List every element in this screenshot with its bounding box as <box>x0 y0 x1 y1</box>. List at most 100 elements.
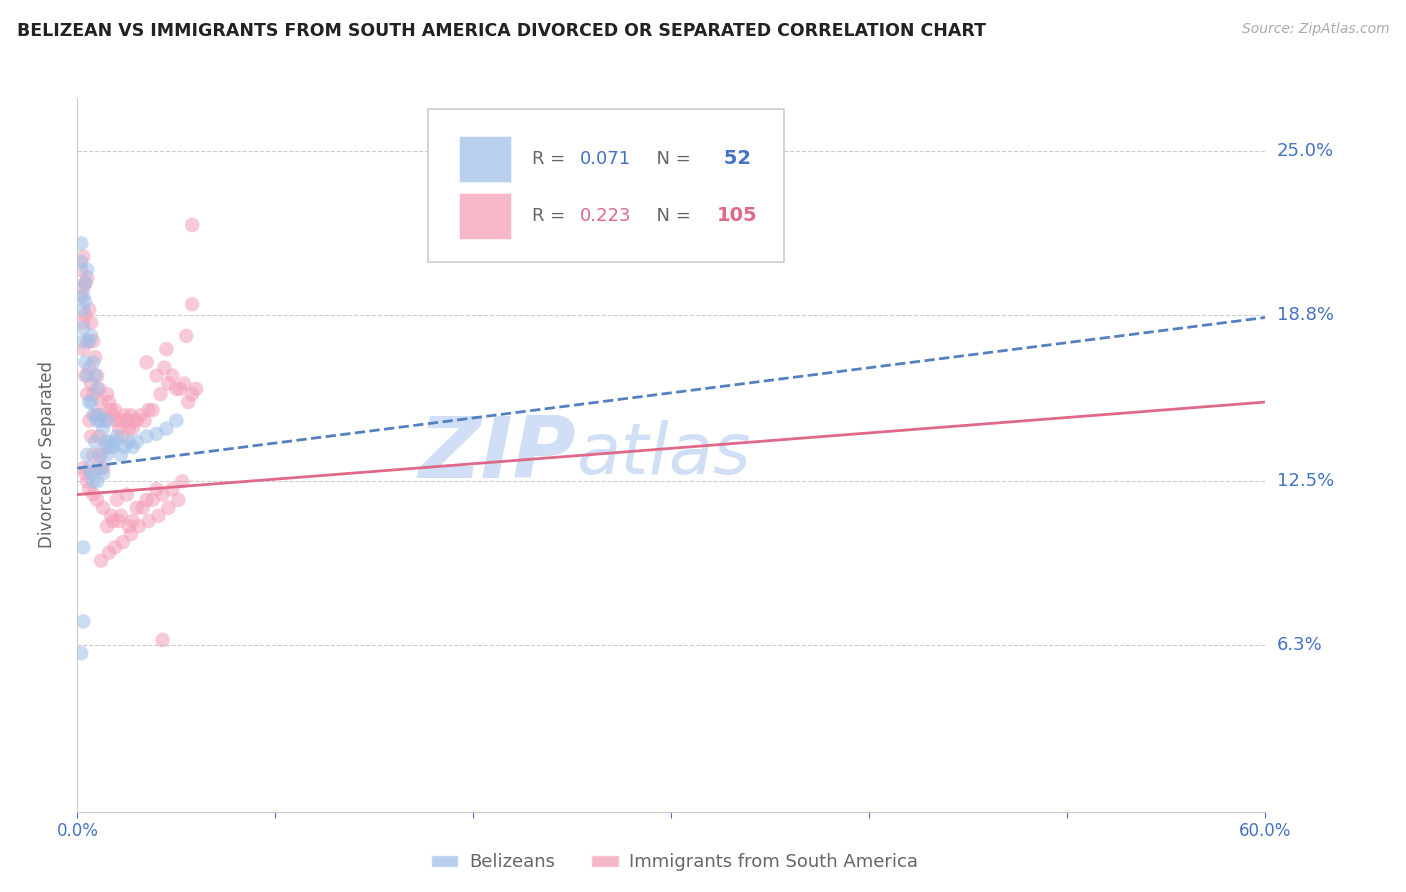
Point <box>98 395 121 409</box>
Text: R =: R = <box>533 150 571 168</box>
Point <box>101 409 124 423</box>
Point <box>72 461 94 475</box>
Point <box>100 403 122 417</box>
Point <box>181 387 204 401</box>
Point <box>86 461 108 475</box>
Point <box>84 409 107 423</box>
Point <box>155 421 177 435</box>
Point <box>82 355 104 369</box>
Point <box>125 413 148 427</box>
Point <box>105 429 128 443</box>
Point <box>86 413 108 427</box>
Point <box>142 492 165 507</box>
Point <box>86 475 108 489</box>
Text: ZIP: ZIP <box>419 413 576 497</box>
Point <box>157 376 180 391</box>
Point <box>72 250 94 264</box>
FancyBboxPatch shape <box>458 136 510 182</box>
Text: 52: 52 <box>717 149 751 169</box>
Point <box>91 409 114 423</box>
Point <box>135 355 157 369</box>
Text: N =: N = <box>645 150 697 168</box>
Point <box>82 409 104 423</box>
Point <box>72 334 94 349</box>
Point <box>76 263 98 277</box>
Point <box>96 387 118 401</box>
Point <box>80 376 103 391</box>
Point <box>80 329 103 343</box>
Point <box>172 475 194 489</box>
Point <box>149 387 172 401</box>
Text: R =: R = <box>533 207 571 225</box>
Point <box>77 395 100 409</box>
Point <box>75 467 97 481</box>
Point <box>162 368 184 383</box>
Point <box>134 413 156 427</box>
Point <box>72 615 94 629</box>
Point <box>111 535 134 549</box>
Point <box>80 467 103 481</box>
Point <box>86 409 108 423</box>
Point <box>77 302 100 317</box>
Point <box>135 492 157 507</box>
Point <box>72 281 94 295</box>
Point <box>72 321 94 335</box>
Point <box>105 492 128 507</box>
Point <box>76 368 98 383</box>
Point <box>72 289 94 303</box>
Point <box>96 413 118 427</box>
Point <box>76 334 98 349</box>
Point <box>84 368 107 383</box>
Point <box>91 421 114 435</box>
Point <box>125 434 148 449</box>
Point <box>70 289 93 303</box>
Text: 25.0%: 25.0% <box>1277 142 1334 160</box>
Point <box>87 382 110 396</box>
Point <box>124 413 146 427</box>
Text: 18.8%: 18.8% <box>1277 306 1333 324</box>
Point <box>128 519 150 533</box>
Point <box>181 218 204 232</box>
Point <box>77 483 100 497</box>
Point <box>177 395 200 409</box>
Point <box>72 302 94 317</box>
Point <box>70 263 93 277</box>
Text: BELIZEAN VS IMMIGRANTS FROM SOUTH AMERICA DIVORCED OR SEPARATED CORRELATION CHAR: BELIZEAN VS IMMIGRANTS FROM SOUTH AMERIC… <box>17 22 986 40</box>
Point <box>104 403 127 417</box>
Point <box>100 508 122 523</box>
Point <box>77 461 100 475</box>
Point <box>110 413 132 427</box>
Point <box>72 541 94 555</box>
Y-axis label: Divorced or Separated: Divorced or Separated <box>38 361 56 549</box>
Point <box>76 387 98 401</box>
Point <box>96 519 118 533</box>
Point <box>77 413 100 427</box>
Point <box>80 429 103 443</box>
Text: 0.223: 0.223 <box>579 207 631 225</box>
Point <box>157 500 180 515</box>
Text: N =: N = <box>645 207 697 225</box>
Point <box>121 514 143 528</box>
Point <box>105 413 128 427</box>
Point <box>96 448 118 462</box>
Point <box>82 387 104 401</box>
Point <box>115 413 138 427</box>
FancyBboxPatch shape <box>427 109 785 262</box>
Point <box>181 297 204 311</box>
Point <box>114 409 136 423</box>
Point <box>75 276 97 290</box>
Point <box>145 426 167 441</box>
Point <box>169 382 191 396</box>
Point <box>138 514 160 528</box>
Point <box>87 409 110 423</box>
Point <box>72 316 94 330</box>
Point <box>75 294 97 309</box>
Point <box>90 395 112 409</box>
Point <box>84 350 107 364</box>
Point <box>120 527 142 541</box>
Point <box>114 440 136 454</box>
Point <box>121 440 143 454</box>
Point <box>174 329 197 343</box>
Point <box>70 646 93 660</box>
Point <box>72 342 94 356</box>
